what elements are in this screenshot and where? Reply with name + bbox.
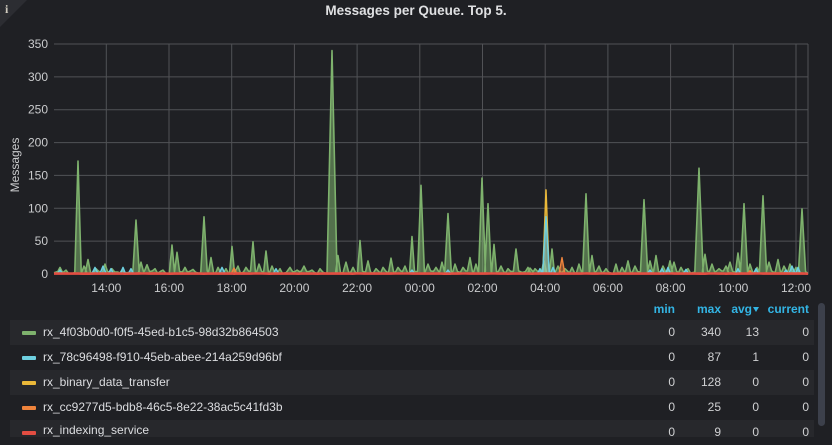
svg-text:150: 150: [28, 168, 48, 182]
svg-text:12:00: 12:00: [781, 281, 811, 295]
svg-text:16:00: 16:00: [154, 281, 184, 295]
svg-text:06:00: 06:00: [593, 281, 623, 295]
svg-text:i: i: [5, 2, 9, 16]
svg-text:14:00: 14:00: [91, 281, 121, 295]
svg-text:18:00: 18:00: [217, 281, 247, 295]
svg-text:350: 350: [28, 37, 48, 51]
svg-text:00:00: 00:00: [405, 281, 435, 295]
svg-text:10:00: 10:00: [718, 281, 748, 295]
svg-text:04:00: 04:00: [530, 281, 560, 295]
svg-text:Messages: Messages: [8, 138, 22, 193]
svg-text:300: 300: [28, 70, 48, 84]
svg-text:250: 250: [28, 103, 48, 117]
svg-text:08:00: 08:00: [656, 281, 686, 295]
svg-text:50: 50: [35, 234, 49, 248]
svg-text:22:00: 22:00: [342, 281, 372, 295]
svg-text:200: 200: [28, 136, 48, 150]
svg-text:100: 100: [28, 201, 48, 215]
svg-text:0: 0: [41, 267, 48, 281]
svg-text:20:00: 20:00: [279, 281, 309, 295]
svg-text:02:00: 02:00: [467, 281, 497, 295]
